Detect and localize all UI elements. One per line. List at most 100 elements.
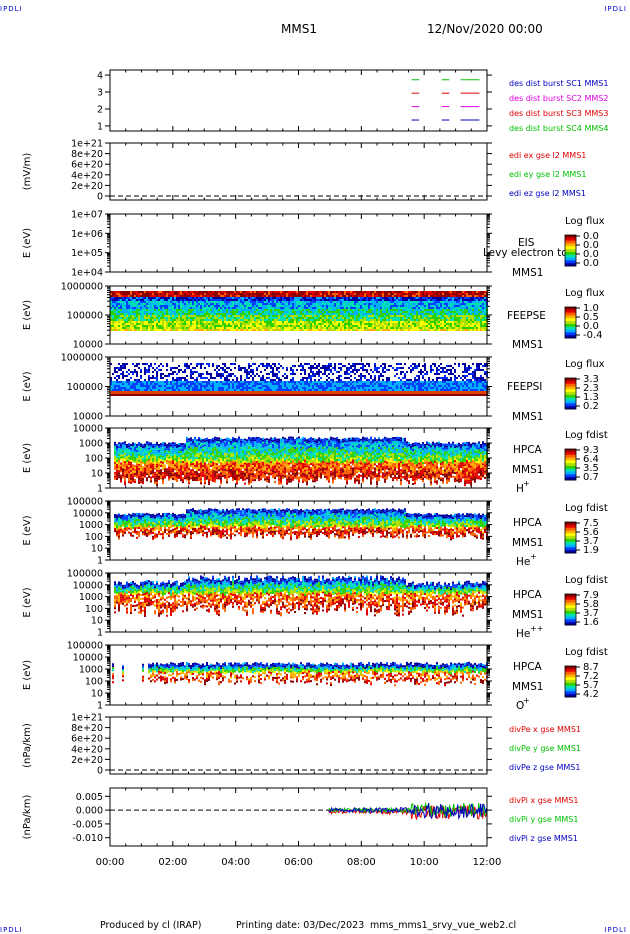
spectrogram-cell [466,323,468,325]
spectrogram-cell [176,383,178,385]
spectrogram-cell [124,305,126,307]
spectrogram-cell [250,329,252,331]
spectrogram-cell [200,367,202,369]
spectrogram-cell [426,323,428,325]
spectrogram-cell [234,383,236,385]
spectrogram-cell [118,317,120,319]
spectrogram-cell [262,329,264,331]
spectrogram-cell [468,311,470,313]
spectrogram-cell [142,313,144,315]
spectrogram-cell [220,387,222,389]
spectrogram-cell [118,297,120,299]
spectrogram-cell [196,293,198,295]
spectrogram-cell [248,315,250,317]
spectrogram-cell [228,305,230,307]
spectrogram-cell [160,291,162,293]
spectrogram-cell [226,303,228,305]
spectrogram-cell [300,303,302,305]
colorbar-segment [565,237,576,242]
spectrogram-cell [420,303,422,305]
spectrogram-cell [408,315,410,317]
spectrogram-cell [180,313,182,315]
spectrogram-cell [124,389,126,391]
spectrogram-cell [280,317,282,319]
spectrogram-cell [288,319,290,321]
spectrogram-cell [256,303,258,305]
spectrogram-cell [352,303,354,305]
spectrogram-cell [154,381,156,383]
spectrogram-cell [216,381,218,383]
spectrogram-cell [258,325,260,327]
spectrogram-cell [206,317,208,319]
spectrogram-cell [188,303,190,305]
spectrogram-cell [140,389,142,391]
spectrogram-cell [188,391,190,394]
spectrogram-cell [450,301,452,303]
spectrogram-cell [378,299,380,301]
spectrogram-cell [122,387,124,389]
spectrogram-cell [204,329,206,331]
spectrogram-cell [266,297,268,299]
spectrogram-cell [136,389,138,391]
spectrogram-cell [378,295,380,297]
spectrogram-cell [208,391,210,394]
spectrogram-cell [238,303,240,305]
spectrogram-cell [424,311,426,313]
spectrogram-cell [218,383,220,385]
spectrogram-cell [148,391,150,394]
spectrogram-cell [184,293,186,295]
spectrogram-cell [406,307,408,309]
spectrogram-cell [478,293,480,295]
spectrogram-cell [308,325,310,327]
spectrogram-cell [118,329,120,331]
spectrogram-cell [248,297,250,299]
spectrogram-cell [408,319,410,321]
spectrogram-cell [430,319,432,321]
spectrogram-cell [232,313,234,315]
spectrogram-cell [182,301,184,303]
spectrogram-cell [278,313,280,315]
spectrogram-cell [322,291,324,293]
spectrogram-cell [134,327,136,329]
spectrogram-cell [398,313,400,315]
spectrogram-cell [404,297,406,299]
spectrogram-cell [174,319,176,321]
spectrogram-cell [342,311,344,313]
spectrogram-cell [226,327,228,329]
spectrogram-cell [336,325,338,327]
spectrogram-cell [392,299,394,301]
spectrogram-cell [468,291,470,293]
spectrogram-cell [174,383,176,385]
spectrogram-cell [340,307,342,309]
spectrogram-cell [172,317,174,319]
spectrogram-cell [210,323,212,325]
spectrogram-cell [424,319,426,321]
spectrogram-cell [286,329,288,331]
spectrogram-cell [470,293,472,295]
spectrogram-cell [226,377,228,379]
spectrogram-cell [478,329,480,331]
spectrogram-cell [428,315,430,317]
spectrogram-cell [428,293,430,295]
spectrogram-cell [226,299,228,301]
spectrogram-cell [266,327,268,329]
spectrogram-cell [378,329,380,331]
spectrogram-cell [290,305,292,307]
spectrogram-cell [140,297,142,299]
spectrogram-cell [194,295,196,297]
spectrogram-cell [210,385,212,387]
spectrogram-cell [190,387,192,389]
spectrogram-cell [232,321,234,323]
spectrogram-cell [454,305,456,307]
spectrogram-cell [444,325,446,327]
y-axis-label: (mV/m) [22,153,33,191]
spectrogram-cell [236,299,238,301]
spectrogram-cell [154,327,156,329]
spectrogram-cell [120,303,122,305]
spectrogram-cell [146,329,148,331]
spectrogram-cell [418,297,420,299]
spectrogram-cell [140,313,142,315]
spectrogram-cell [126,329,128,331]
spectrogram-cell [176,329,178,331]
spectrogram-cell [166,387,168,389]
